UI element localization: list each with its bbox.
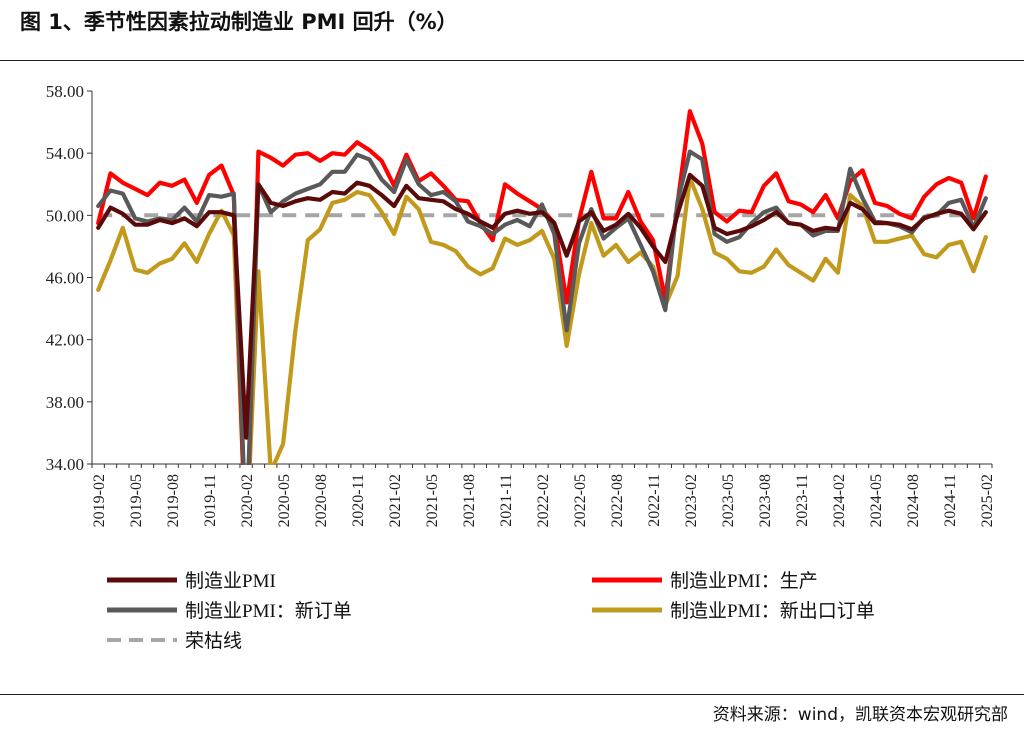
top-divider xyxy=(0,60,1024,61)
x-tick-label: 2021-08 xyxy=(461,474,478,527)
chart-axes: 34.00 38.00 42.00 46.00 50.00 54.00 58.00 2019-… xyxy=(46,82,996,527)
y-tick-label: 50.00 xyxy=(46,206,84,225)
y-tick-label: 38.00 xyxy=(46,393,84,412)
y-tick-label: 34.00 xyxy=(46,455,84,474)
x-tick-label: 2024-05 xyxy=(868,474,885,527)
legend-label-1: 制造业PMI：生产 xyxy=(670,570,818,592)
y-tick-label: 42.00 xyxy=(46,331,84,350)
x-tick-label: 2024-08 xyxy=(905,474,922,527)
x-tick-label: 2022-05 xyxy=(572,474,589,527)
y-tick-label: 54.00 xyxy=(46,144,84,163)
x-tick-label: 2021-05 xyxy=(424,474,441,527)
x-tick-label: 2020-08 xyxy=(313,474,330,527)
chart-series xyxy=(96,109,988,465)
pmi-line-chart: 34.00 38.00 42.00 46.00 50.00 54.00 58.00 2019-… xyxy=(46,82,996,652)
x-tick-label: 2024-11 xyxy=(942,474,959,527)
x-tick-label: 2022-08 xyxy=(609,474,626,527)
x-tick-label: 2025-02 xyxy=(979,474,996,527)
page-title: 图 1、季节性因素拉动制造业 PMI 回升（%） xyxy=(20,10,458,34)
x-tick-label: 2020-02 xyxy=(239,474,256,527)
source-note: 资料来源：wind，凯联资本宏观研究部 xyxy=(712,705,1008,725)
legend-label-3: 制造业PMI：新出口订单 xyxy=(670,600,875,622)
legend-label-0: 制造业PMI xyxy=(185,570,276,592)
x-tick-label: 2021-02 xyxy=(387,474,404,527)
series-line-0 xyxy=(96,172,988,440)
x-tick-label: 2021-11 xyxy=(498,474,515,527)
x-tick-label: 2022-02 xyxy=(535,474,552,527)
series-line-3 xyxy=(96,175,988,465)
y-tick-label: 58.00 xyxy=(46,82,84,101)
legend-label-2: 制造业PMI：新订单 xyxy=(185,600,352,622)
legend-label-4: 荣枯线 xyxy=(185,630,242,652)
x-tick-label: 2019-02 xyxy=(91,474,108,527)
x-tick-label: 2024-02 xyxy=(831,474,848,527)
x-tick-label: 2020-05 xyxy=(276,474,293,527)
x-tick-label: 2019-08 xyxy=(165,474,182,527)
x-tick-label: 2019-05 xyxy=(128,474,145,527)
y-tick-label: 46.00 xyxy=(46,269,84,288)
x-tick-label: 2023-08 xyxy=(757,474,774,527)
x-tick-label: 2023-05 xyxy=(720,474,737,527)
x-tick-label: 2020-11 xyxy=(350,474,367,527)
bottom-divider xyxy=(0,694,1024,695)
x-tick-label: 2023-02 xyxy=(683,474,700,527)
x-tick-label: 2019-11 xyxy=(202,474,219,527)
x-tick-label: 2023-11 xyxy=(794,474,811,527)
x-tick-label: 2022-11 xyxy=(646,474,663,527)
